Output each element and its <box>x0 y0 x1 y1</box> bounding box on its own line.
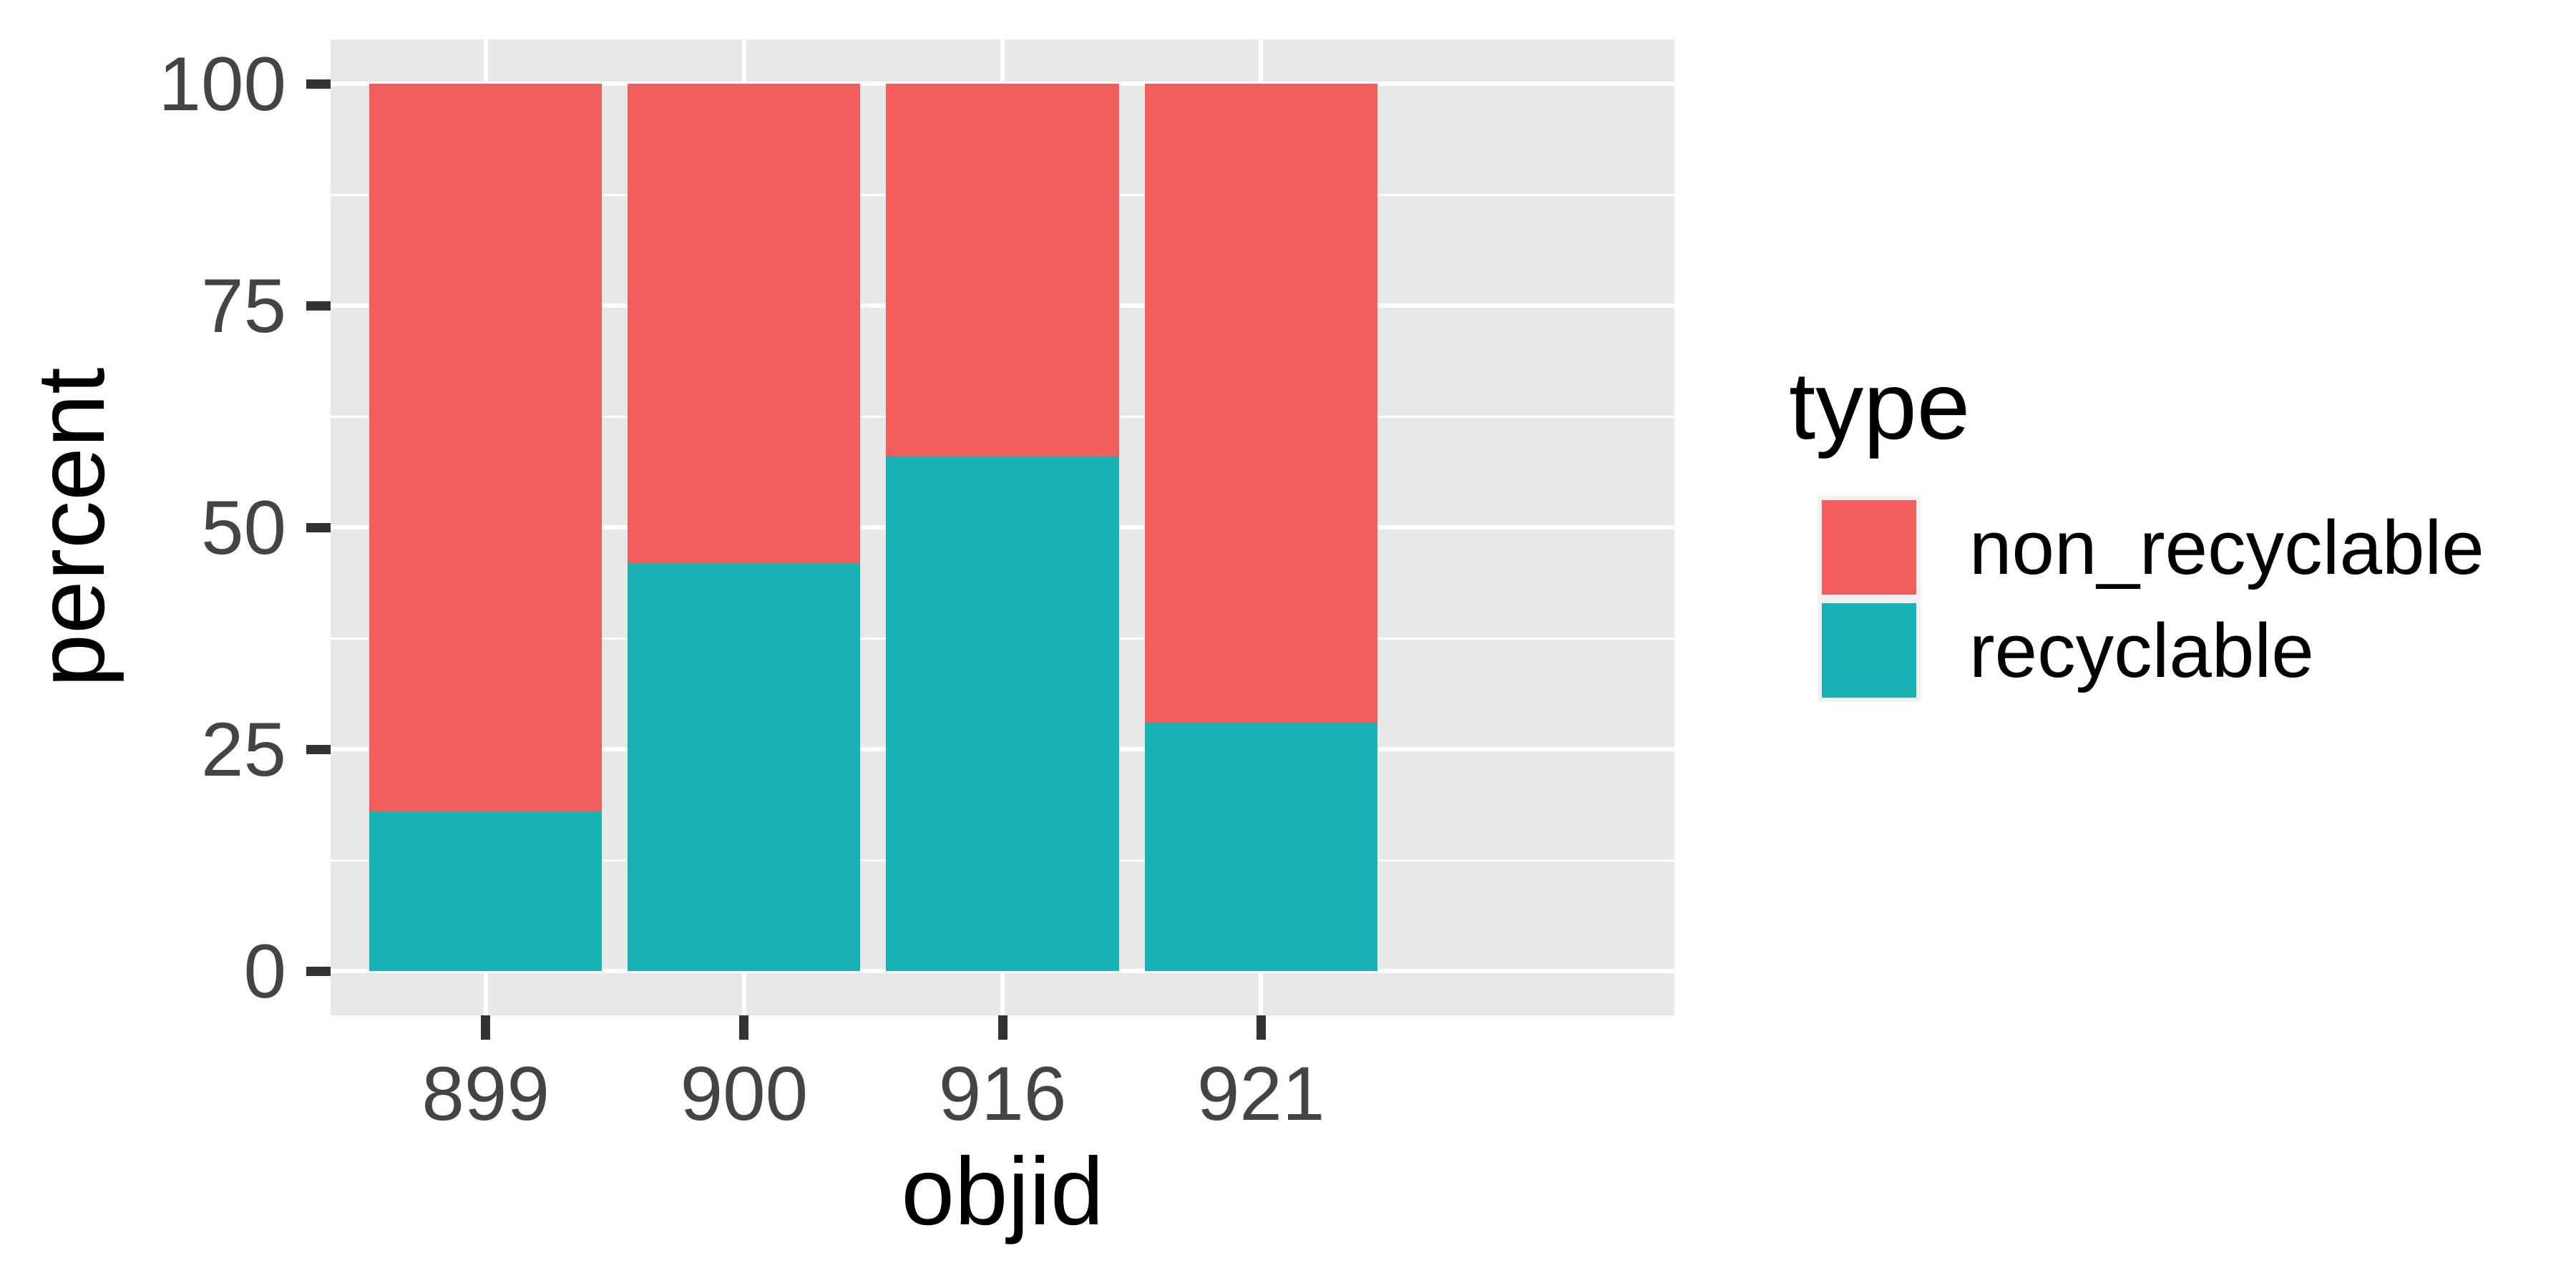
x-tick-mark-921 <box>1256 1015 1266 1040</box>
legend-title: type <box>1789 353 1971 459</box>
bar-916-segment-recyclable <box>886 456 1119 971</box>
bar-899-segment-non_recyclable <box>369 84 602 811</box>
x-tick-label-899: 899 <box>421 1050 550 1136</box>
plot-panel <box>331 39 1674 1015</box>
x-tick-label-921: 921 <box>1196 1050 1325 1136</box>
y-tick-mark-50 <box>306 522 331 532</box>
x-axis-title: objid <box>901 1138 1104 1245</box>
legend-key-recyclable <box>1818 599 1921 702</box>
y-tick-label-50: 50 <box>200 484 286 570</box>
y-tick-label-75: 75 <box>200 263 286 348</box>
bar-899-segment-recyclable <box>369 811 602 971</box>
legend-key-non_recyclable <box>1818 496 1921 599</box>
bar-921-segment-recyclable <box>1144 722 1377 971</box>
y-tick-label-100: 100 <box>158 41 286 127</box>
legend-label-recyclable: recyclable <box>1969 608 2314 693</box>
bar-900-segment-non_recyclable <box>628 84 861 563</box>
y-tick-mark-75 <box>306 301 331 311</box>
x-tick-mark-899 <box>481 1015 491 1040</box>
y-tick-mark-0 <box>306 966 331 976</box>
x-tick-label-900: 900 <box>680 1050 809 1136</box>
legend-swatch-non_recyclable <box>1822 500 1916 595</box>
legend-label-non_recyclable: non_recyclable <box>1969 504 2484 590</box>
legend-swatch-recyclable <box>1822 603 1916 698</box>
x-tick-mark-900 <box>739 1015 749 1040</box>
y-tick-mark-100 <box>306 79 331 89</box>
y-tick-label-0: 0 <box>243 928 286 1014</box>
bar-921-segment-non_recyclable <box>1144 84 1377 723</box>
y-tick-mark-25 <box>306 744 331 754</box>
x-tick-mark-916 <box>997 1015 1008 1040</box>
y-tick-label-25: 25 <box>200 706 286 792</box>
x-tick-label-916: 916 <box>938 1050 1067 1136</box>
bar-900-segment-recyclable <box>628 562 861 971</box>
bar-916-segment-non_recyclable <box>886 84 1119 457</box>
